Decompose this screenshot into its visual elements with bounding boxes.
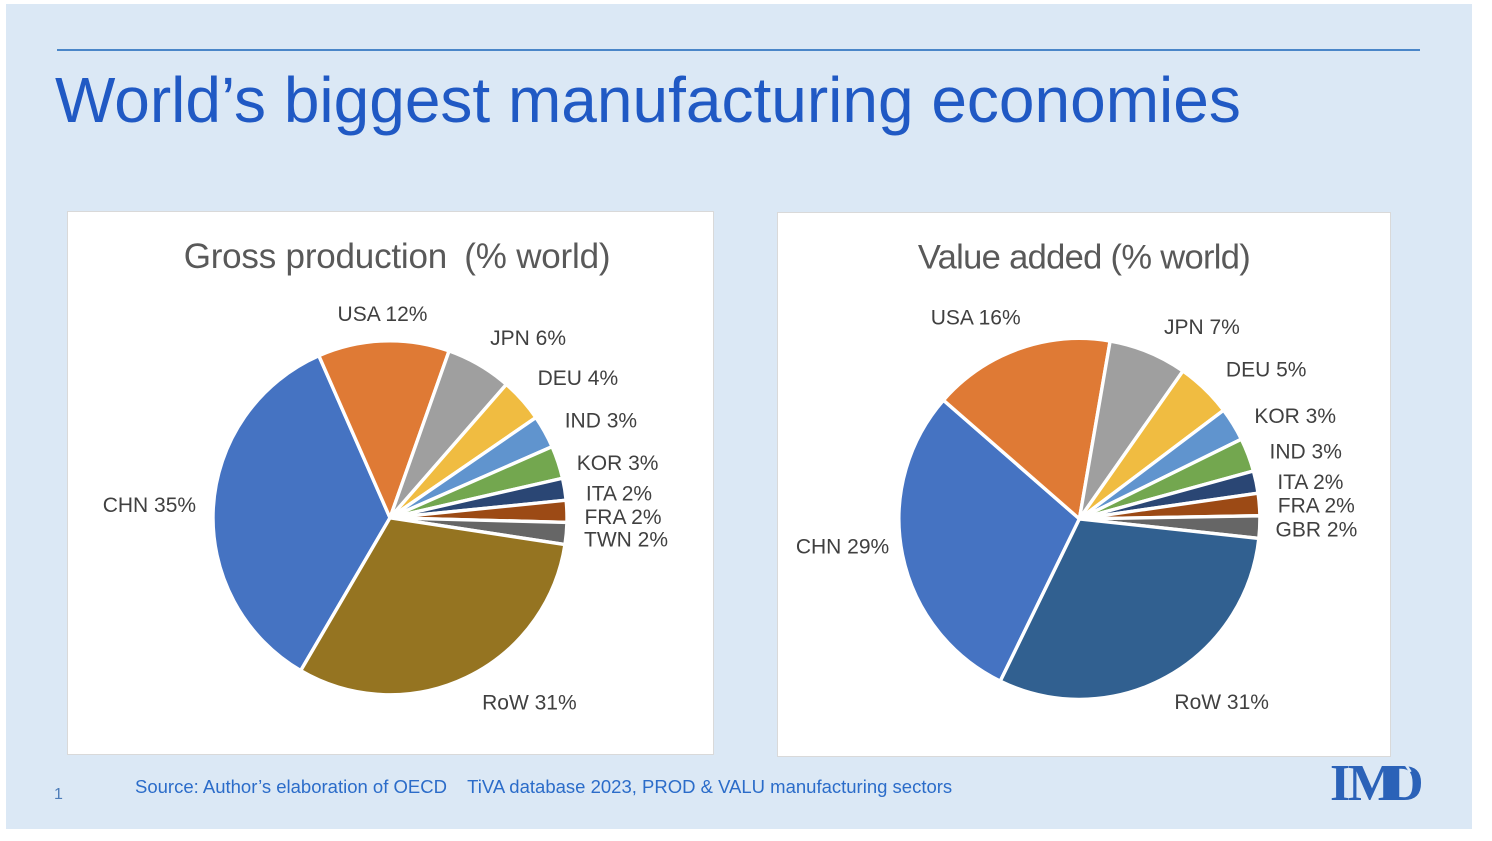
svg-text:DEU 5%: DEU 5%: [1226, 358, 1307, 381]
svg-text:CHN 35%: CHN 35%: [103, 494, 196, 517]
svg-text:USA 16%: USA 16%: [931, 306, 1021, 329]
svg-text:RoW 31%: RoW 31%: [482, 691, 577, 714]
svg-text:M: M: [1348, 755, 1397, 812]
svg-text:Gross production (% world): Gross production (% world): [184, 237, 611, 276]
svg-text:JPN 6%: JPN 6%: [490, 327, 566, 350]
svg-text:IND 3%: IND 3%: [1270, 440, 1342, 463]
svg-text:TWN 2%: TWN 2%: [584, 528, 668, 551]
svg-text:KOR 3%: KOR 3%: [577, 452, 659, 475]
svg-text:IND 3%: IND 3%: [565, 410, 637, 433]
svg-text:ITA 2%: ITA 2%: [1277, 471, 1343, 494]
svg-text:KOR 3%: KOR 3%: [1254, 405, 1336, 428]
svg-text:D: D: [1386, 755, 1424, 812]
svg-text:DEU 4%: DEU 4%: [538, 367, 619, 390]
svg-text:USA 12%: USA 12%: [338, 303, 428, 326]
svg-text:GBR 2%: GBR 2%: [1276, 518, 1358, 541]
svg-text:JPN 7%: JPN 7%: [1164, 316, 1240, 339]
svg-text:FRA 2%: FRA 2%: [1278, 494, 1355, 517]
svg-text:ITA 2%: ITA 2%: [586, 483, 652, 506]
svg-text:RoW 31%: RoW 31%: [1174, 691, 1269, 714]
svg-text:FRA 2%: FRA 2%: [584, 506, 661, 529]
svg-text:CHN 29%: CHN 29%: [796, 535, 889, 558]
svg-text:I: I: [1330, 755, 1350, 812]
svg-text:Value added (% world): Value added (% world): [918, 238, 1250, 276]
